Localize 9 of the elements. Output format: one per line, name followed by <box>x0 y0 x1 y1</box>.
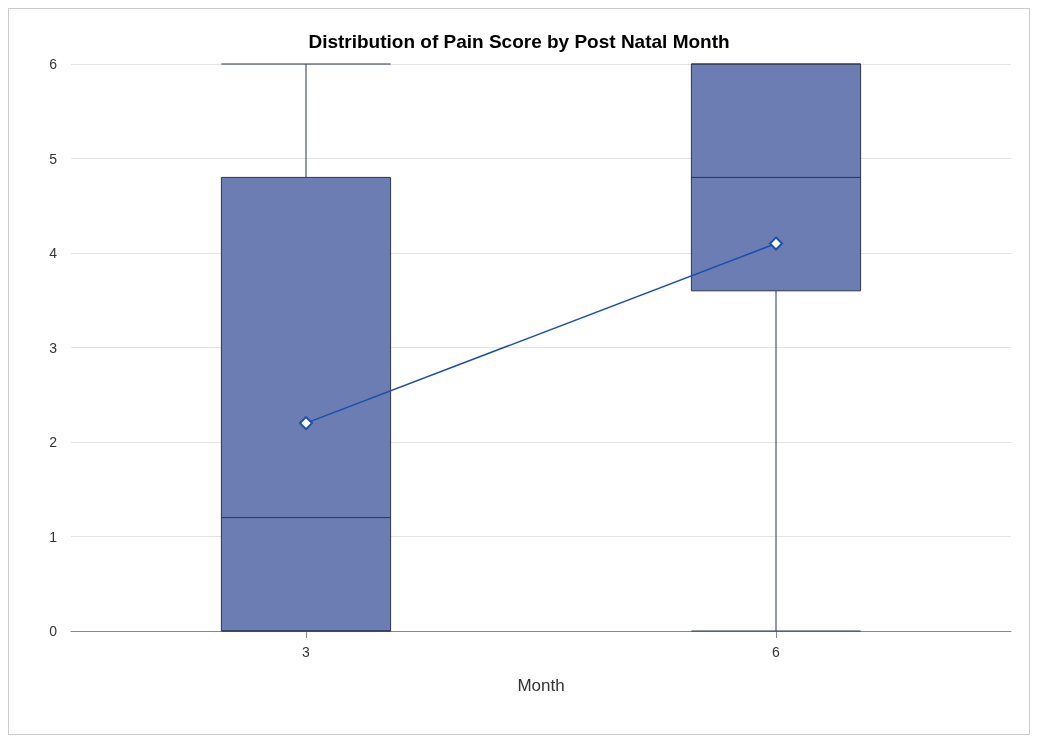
y-tick-label: 2 <box>49 434 58 450</box>
y-tick-label: 5 <box>49 150 58 167</box>
y-tick-label: 4 <box>49 245 58 261</box>
y-tick-label: 1 <box>49 528 58 545</box>
y-tick-label: 3 <box>49 339 58 356</box>
x-axis-title: Month <box>517 676 565 695</box>
y-tick-label: 0 <box>49 623 58 639</box>
y-tick-label: 6 <box>49 56 58 72</box>
chart-title: Distribution of Pain Score by Post Natal Month <box>308 31 730 52</box>
